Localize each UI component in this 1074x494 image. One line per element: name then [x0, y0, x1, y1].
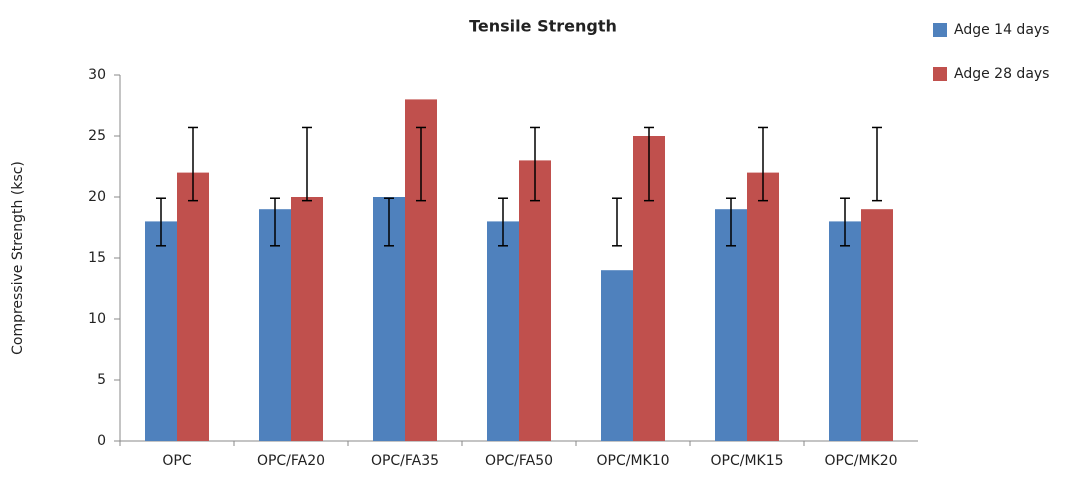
bar	[177, 173, 209, 441]
y-tick-label: 0	[97, 433, 106, 449]
legend-swatch	[933, 67, 947, 81]
bar	[519, 160, 551, 441]
bar	[861, 209, 893, 441]
bar	[291, 197, 323, 441]
y-axis-label: Compressive Strength (ksc)	[10, 161, 26, 355]
bar	[747, 173, 779, 441]
bar	[487, 221, 519, 441]
legend-label: Adge 14 days	[954, 22, 1049, 38]
y-tick-label: 25	[88, 128, 106, 144]
bar	[829, 221, 861, 441]
y-tick-label: 10	[88, 311, 106, 327]
x-tick-label: OPC/MK20	[824, 453, 897, 469]
bar	[601, 270, 633, 441]
chart: Tensile Strength Compressive Strength (k…	[0, 0, 1074, 494]
x-tick-label: OPC/FA50	[485, 453, 553, 469]
chart-title: Tensile Strength	[469, 17, 617, 36]
y-tick-label: 20	[88, 189, 106, 205]
y-tick-label: 30	[88, 67, 106, 83]
x-tick-label: OPC	[162, 453, 191, 469]
x-tick-label: OPC/MK10	[596, 453, 669, 469]
bar	[145, 221, 177, 441]
x-tick-label: OPC/MK15	[710, 453, 783, 469]
legend-swatch	[933, 23, 947, 37]
y-tick-label: 15	[88, 250, 106, 266]
y-tick-label: 5	[97, 372, 106, 388]
x-tick-label: OPC/FA20	[257, 453, 325, 469]
legend-label: Adge 28 days	[954, 66, 1049, 82]
x-tick-label: OPC/FA35	[371, 453, 439, 469]
